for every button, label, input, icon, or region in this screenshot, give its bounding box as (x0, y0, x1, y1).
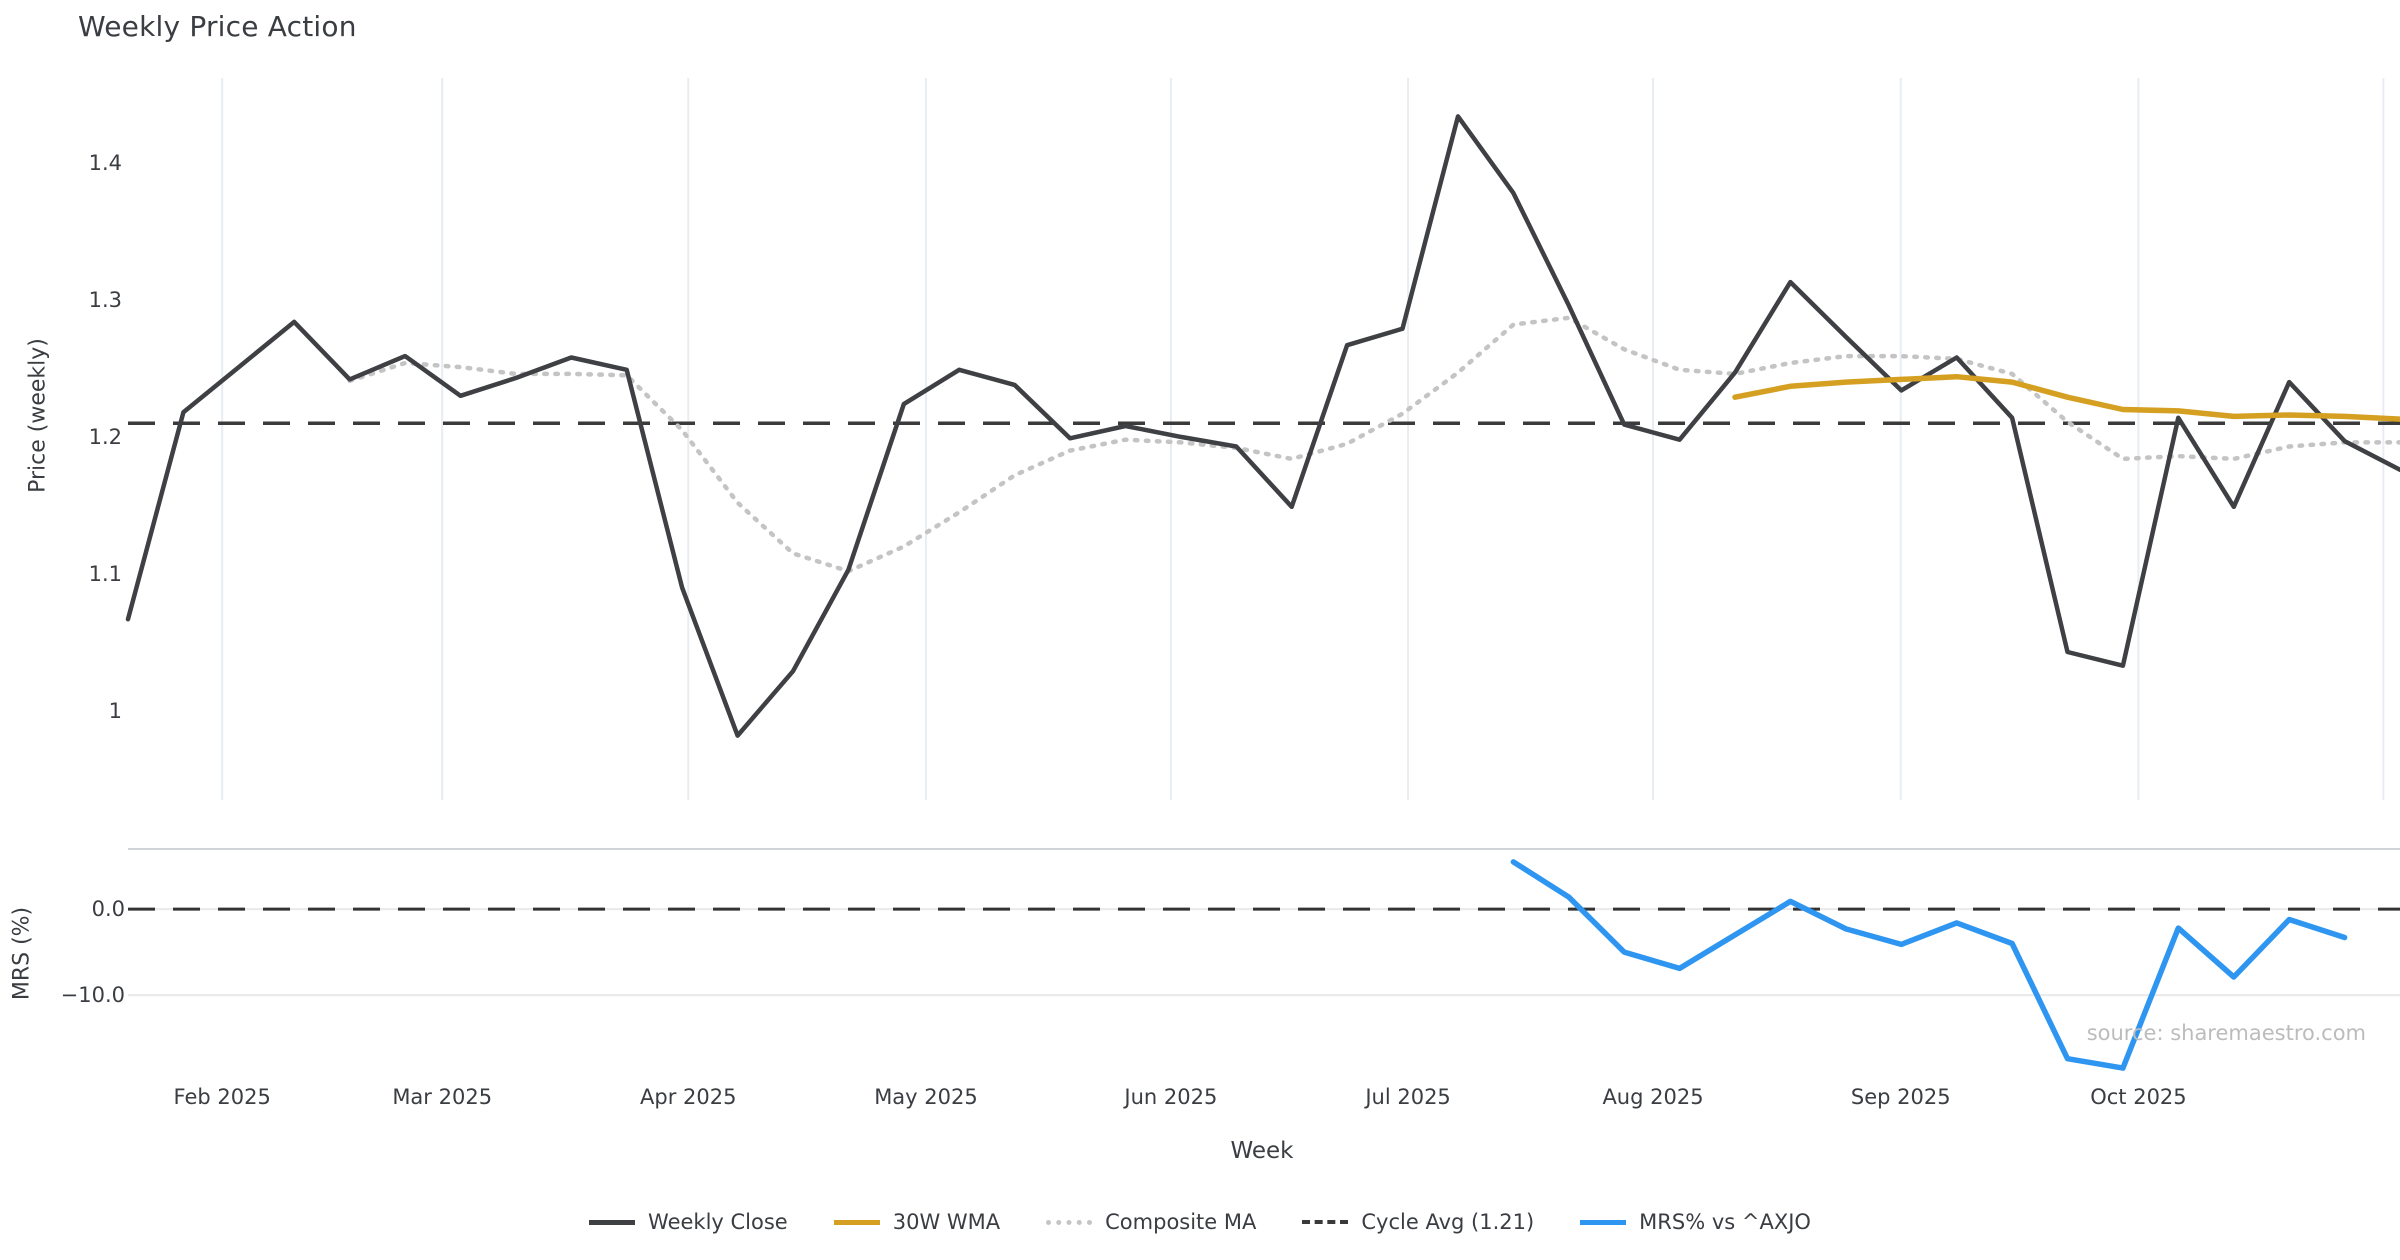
x-tick-label: Jun 2025 (1122, 1085, 1217, 1109)
price-tick-label: 1.2 (89, 425, 122, 449)
legend-swatch-solid (589, 1219, 636, 1225)
x-tick-label: Feb 2025 (174, 1085, 271, 1109)
price-tick-label: 1.4 (89, 151, 122, 175)
wma-30w-line (1732, 373, 2400, 422)
price-tick-label: 1.3 (89, 288, 122, 312)
mrs-tick-label: −10.0 (61, 983, 125, 1007)
chart-legend: Weekly Close 30W WMA Composite MA Cycle Avg… (0, 1210, 2400, 1234)
source-watermark: source: sharemaestro.com (2086, 1021, 2366, 1045)
mrs-tick-label: 0.0 (92, 897, 125, 921)
x-tick-label: Apr 2025 (640, 1085, 736, 1109)
legend-label: Weekly Close (648, 1210, 788, 1234)
mrs-axis-label: MRS (%) (9, 906, 35, 1001)
legend-label: MRS% vs ^AXJO (1639, 1210, 1811, 1234)
chart-title: Weekly Price Action (78, 10, 357, 43)
price-tick-label: 1 (109, 699, 122, 723)
x-tick-label: Sep 2025 (1851, 1085, 1951, 1109)
legend-item: Composite MA (1046, 1210, 1256, 1234)
legend-label: Composite MA (1105, 1210, 1257, 1234)
x-tick-label: Mar 2025 (392, 1085, 492, 1109)
legend-swatch-dashed (1302, 1220, 1349, 1224)
price-tick-label: 1.1 (89, 562, 122, 586)
x-tick-label: May 2025 (874, 1085, 978, 1109)
legend-label: 30W WMA (892, 1210, 1001, 1234)
legend-item: 30W WMA (833, 1210, 1001, 1234)
x-tick-label: Aug 2025 (1602, 1085, 1703, 1109)
legend-swatch-solid (1580, 1219, 1627, 1225)
x-axis-title: Week (1230, 1138, 1294, 1164)
legend-item: Cycle Avg (1.21) (1302, 1210, 1534, 1234)
legend-item: MRS% vs ^AXJO (1580, 1210, 1811, 1234)
mrs-line (1510, 859, 2348, 1071)
weekly-close-line (125, 114, 2400, 738)
legend-item: Weekly Close (589, 1210, 788, 1234)
legend-swatch-solid (833, 1219, 880, 1225)
x-tick-label: Jul 2025 (1363, 1085, 1450, 1109)
legend-swatch-dotted (1046, 1219, 1093, 1225)
composite-ma-line (347, 315, 2400, 574)
x-tick-label: Oct 2025 (2090, 1085, 2186, 1109)
price-axis-label: Price (weekly) (25, 338, 51, 493)
legend-label: Cycle Avg (1.21) (1361, 1210, 1535, 1234)
